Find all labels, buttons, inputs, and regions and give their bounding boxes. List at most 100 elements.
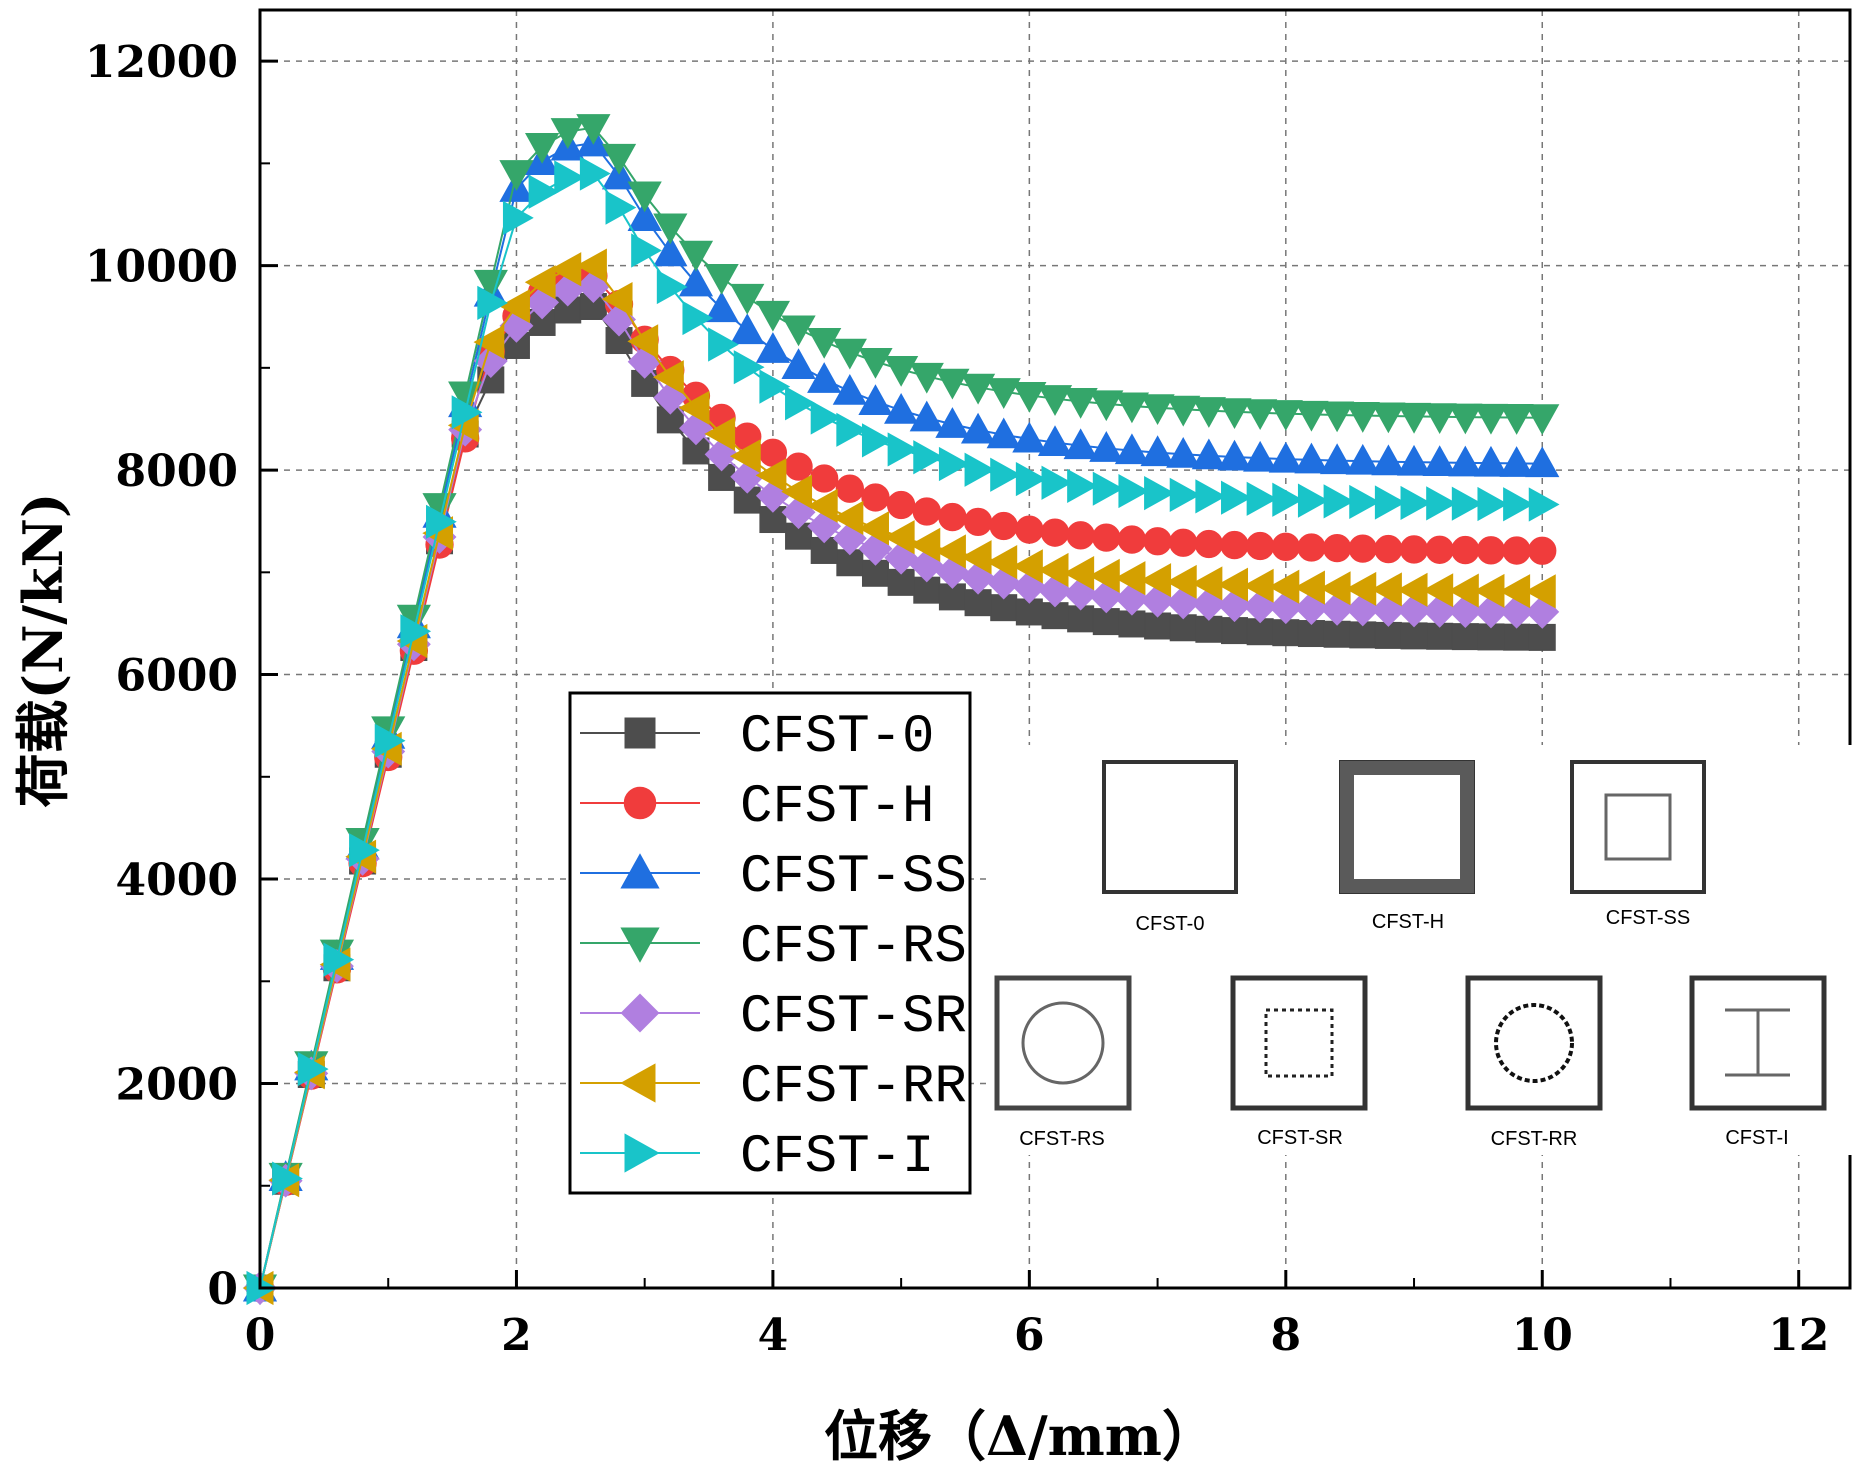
data-point [550,252,582,287]
data-point [1345,443,1380,475]
data-point [1114,433,1150,465]
data-point [986,545,1018,580]
data-point [1348,534,1377,563]
data-point [1217,398,1252,430]
section-label: CFST-H [1372,911,1444,933]
data-point [858,384,893,415]
data-point [1319,443,1355,475]
data-point [730,283,765,315]
y-tick-label: 12000 [85,37,238,88]
data-point [1477,486,1509,522]
data-point [730,313,765,345]
section-cfst-ss: CFST-SS [1570,760,1706,929]
data-point [1114,392,1150,424]
data-point [1374,485,1406,520]
data-point [579,156,611,191]
data-point [781,315,816,347]
data-point [935,407,970,438]
data-point [605,190,637,225]
data-point [1268,400,1303,431]
data-point [884,393,919,424]
x-tick-label: 2 [501,1310,532,1361]
section-label: CFST-SS [1606,907,1690,929]
plot-frame [258,8,1852,1290]
legend: CFST-0 CFST-H CFST-SS CFST-RS CFST-SR CFST-RR… [568,691,972,1195]
x-tick-label: 12 [1768,1310,1829,1361]
legend-entry: CFST-0 [580,707,934,768]
data-point [1451,623,1479,651]
data-point [1195,479,1227,514]
legend-label: CFST-H [740,777,934,838]
axes [258,8,1852,1290]
data-point [1528,536,1557,565]
data-point [960,540,992,575]
data-point [1217,439,1252,471]
data-point [473,324,505,360]
data-point [524,132,560,164]
data-point [986,378,1021,409]
data-point [1066,521,1095,550]
data-point [631,233,662,268]
data-point [1396,444,1432,476]
data-point [323,942,355,977]
section-outline [1339,760,1475,894]
y-tick-label: 6000 [116,651,238,702]
data-point [576,114,611,145]
legend-entry: CFST-H [580,777,934,838]
data-point [400,614,432,649]
data-point [1422,445,1457,477]
data-point [704,291,739,323]
y-axis-title: 荷载(N/kN) [11,493,75,808]
data-point [653,235,688,267]
data-point [1191,397,1226,428]
data-point [576,248,607,283]
legend-label: CFST-SR [740,987,967,1048]
data-point [704,263,739,295]
data-point [1041,465,1073,500]
data-point [653,213,688,245]
data-point [1502,536,1531,565]
section-hollow-layer [1340,761,1474,893]
data-point [1349,484,1381,520]
data-point [653,360,684,395]
data-point [1476,536,1506,565]
x-tick-label: 6 [1014,1310,1045,1361]
data-point [1089,431,1124,462]
data-point [1319,401,1355,433]
data-point [528,174,560,209]
data-point [960,373,996,405]
section-rebar-circle [1494,1003,1574,1083]
data-point [1323,484,1355,519]
legend-entry: CFST-I [580,1127,934,1188]
data-point [1012,549,1043,584]
data-point [1117,525,1147,554]
legend-label: CFST-RR [740,1057,967,1118]
legend-label: CFST-RS [740,917,967,978]
section-inner-square [1604,793,1672,861]
data-point [704,416,736,452]
data-point [960,412,996,444]
data-point [708,327,739,362]
y-tick-label: 4000 [116,855,238,906]
data-point [1524,574,1556,609]
data-point [935,534,966,569]
legend-entry: CFST-SS [580,847,967,908]
data-point [682,300,714,336]
data-point [374,723,406,758]
data-point [524,265,556,300]
data-point [1525,446,1560,478]
data-point [1040,518,1070,547]
data-point [1503,487,1534,522]
data-point [1015,461,1047,497]
x-tick-label: 8 [1270,1310,1301,1361]
data-point [1473,445,1509,477]
section-label: CFST-0 [1136,913,1205,935]
data-point [1166,395,1201,427]
data-point [1243,440,1278,472]
y-tick-label: 10000 [85,242,238,293]
data-point [1246,531,1275,561]
data-point [1037,425,1073,457]
legend-marker [624,1133,660,1173]
series-layer [242,114,1560,1306]
x-tick-label: 0 [245,1310,276,1361]
